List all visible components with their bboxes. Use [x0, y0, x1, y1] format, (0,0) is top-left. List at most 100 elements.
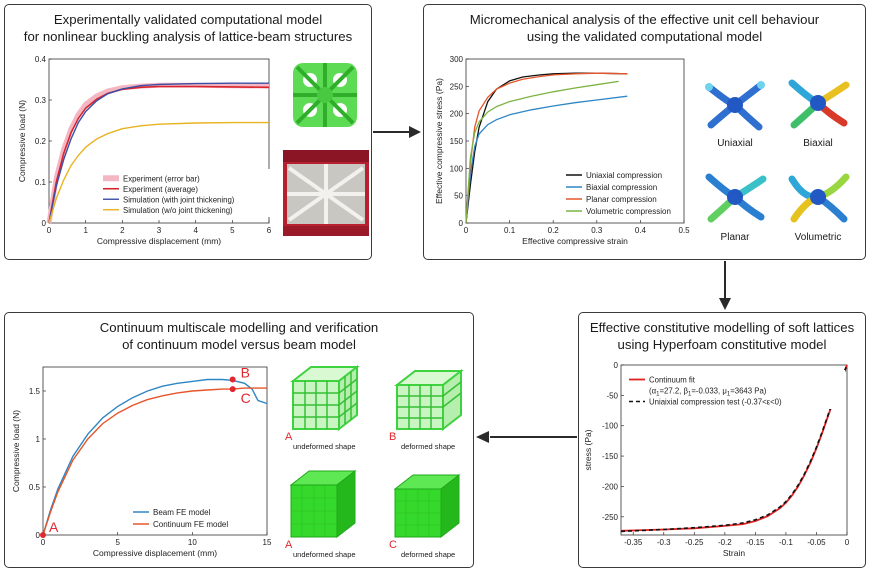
label-biaxial: Biaxial — [803, 138, 833, 149]
y-tick-label: 0 — [459, 219, 464, 228]
legend-label: Volumetric compression — [586, 207, 671, 216]
panel-title: Continuum multiscale modelling and verif… — [99, 320, 379, 352]
label-planar: Planar — [720, 232, 750, 243]
cube-lattice-undeformed: A undeformed shape — [281, 363, 365, 451]
arrow-head — [719, 298, 731, 310]
x-tick-label: 3 — [157, 226, 162, 235]
x-tick-label: 0.3 — [591, 226, 603, 235]
x-tick-label: 1 — [83, 226, 88, 235]
y-tick-label: 300 — [450, 55, 464, 64]
label-uniaxial: Uniaxial — [717, 138, 753, 149]
x-tick-label: 0.2 — [548, 226, 560, 235]
legend-box — [562, 165, 682, 219]
y-tick-label: 1 — [36, 435, 41, 444]
x-tick-label: 0 — [464, 226, 469, 235]
x-tick-label: 0.4 — [635, 226, 647, 235]
cube-continuum-undeformed: A undeformed shape — [281, 467, 365, 559]
x-axis-label: Effective compressive strain — [522, 236, 628, 246]
y-tick-label: 0.1 — [35, 178, 47, 187]
cube-continuum-deformed: C deformed shape — [385, 467, 469, 559]
y-tick-label: 1.5 — [29, 387, 41, 396]
legend-label: Uniaixial compression test (-0.37<ε<0) — [649, 398, 782, 407]
cube-letter: C — [389, 539, 397, 551]
label-volumetric: Volumetric — [794, 232, 842, 243]
y-tick-label: 0.2 — [35, 137, 47, 146]
x-tick-label: -0.3 — [657, 538, 671, 547]
legend-label: Simulation (with joint thickening) — [123, 195, 235, 204]
y-tick-label: 100 — [450, 164, 464, 173]
legend-label: Continuum FE model — [153, 520, 228, 529]
legend-label: Experiment (error bar) — [123, 174, 200, 183]
y-axis-label: stress (Pa) — [583, 429, 593, 470]
panel-title: Effective constitutive modelling of soft… — [589, 320, 855, 352]
series-line — [48, 121, 269, 224]
legend-label: (α1=27.2, β1=-0.033, μ1=3643 Pa) — [649, 387, 767, 398]
series-line — [465, 95, 628, 224]
y-tick-label: 0.5 — [29, 483, 41, 492]
cube-letter: A — [285, 431, 293, 443]
x-tick-label: 6 — [267, 226, 272, 235]
x-tick-label: 0.1 — [504, 226, 516, 235]
point-marker — [40, 532, 46, 538]
legend-label: Biaxial compression — [586, 183, 657, 192]
x-tick-label: -0.35 — [624, 538, 643, 547]
unit-cell-planar-image — [705, 173, 767, 223]
panel-multiscale-modelling: Continuum multiscale modelling and verif… — [4, 312, 474, 568]
x-tick-label: 0 — [41, 538, 46, 547]
hyperfoam-fit-chart: -0.35 -0.3 -0.25 -0.2 -0.15 -0.1 -0.05 0 0 -50 -10… — [583, 361, 850, 558]
unit-cell-biaxial-image — [788, 79, 850, 129]
x-axis-label: Strain — [723, 548, 745, 558]
y-tick-label: 0 — [36, 531, 41, 540]
cube-lattice-deformed: B deformed shape — [385, 363, 469, 451]
x-tick-label: -0.05 — [807, 538, 826, 547]
y-axis-label: Effective compressive stress (Pa) — [434, 78, 444, 204]
cube-caption: undeformed shape — [293, 550, 356, 559]
y-tick-label: 0.4 — [35, 55, 47, 64]
unit-cell-uniaxial-image — [705, 81, 765, 131]
x-tick-label: 5 — [115, 538, 120, 547]
arrow-head — [409, 126, 421, 138]
point-marker — [229, 386, 236, 393]
cube-letter: B — [389, 431, 397, 443]
panel-validated-model: Experimentally validated computational m… — [4, 4, 372, 260]
cube-caption: undeformed shape — [293, 442, 356, 451]
y-tick-label: 0 — [42, 219, 47, 228]
legend-label: Uniaxial compression — [586, 171, 662, 180]
cube-letter: A — [285, 539, 293, 551]
x-tick-label: 4 — [193, 226, 198, 235]
x-tick-label: 0 — [47, 226, 52, 235]
series-line — [465, 80, 619, 224]
legend-label: Continuum fit — [649, 376, 696, 385]
panel-title: Experimentally validated computational m… — [23, 12, 353, 44]
y-tick-label: 50 — [454, 192, 463, 201]
y-tick-label: -100 — [602, 422, 619, 431]
panel-constitutive-model: Effective constitutive modelling of soft… — [578, 312, 866, 568]
series-line — [42, 378, 268, 536]
x-tick-label: 5 — [230, 226, 235, 235]
x-axis-label: Compressive displacement (mm) — [93, 548, 217, 558]
x-tick-label: 10 — [188, 538, 197, 547]
y-tick-label: 150 — [450, 137, 464, 146]
arrow-head — [476, 431, 489, 443]
y-tick-label: -150 — [602, 452, 619, 461]
beam-vs-continuum-chart: 0 5 10 15 0 0.5 1 1.5 Compressive displacement (… — [11, 364, 272, 558]
x-tick-label: -0.25 — [685, 538, 704, 547]
cube-caption: deformed shape — [401, 442, 456, 451]
y-tick-label: -50 — [606, 391, 618, 400]
series-line — [48, 85, 270, 224]
point-annotation: B — [241, 364, 250, 380]
point-marker — [229, 376, 236, 383]
y-tick-label: 0 — [614, 361, 619, 370]
x-tick-label: -0.2 — [718, 538, 732, 547]
lattice-cube-image — [394, 368, 464, 432]
legend-label: Beam FE model — [153, 508, 211, 517]
x-tick-label: -0.1 — [779, 538, 793, 547]
legend-label: Planar compression — [586, 195, 657, 204]
x-axis-label: Compressive displacement (mm) — [97, 236, 221, 246]
y-tick-label: 0.3 — [35, 96, 47, 105]
x-tick-label: 0.5 — [678, 226, 690, 235]
unit-cell-volumetric-image — [788, 173, 850, 223]
x-tick-label: 2 — [120, 226, 125, 235]
legend-box — [99, 169, 275, 217]
point-annotation: C — [241, 390, 251, 406]
